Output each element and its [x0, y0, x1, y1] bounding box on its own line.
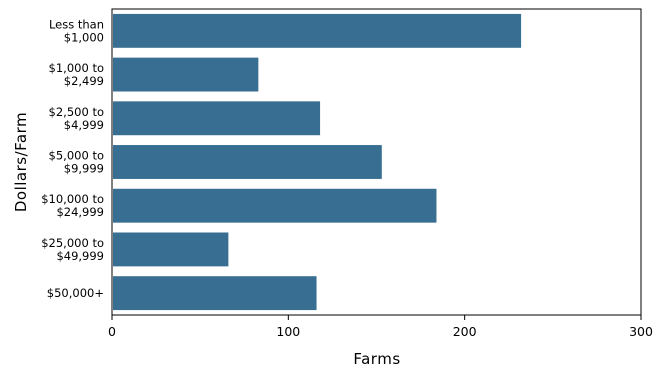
bar-6: [113, 276, 317, 311]
bar-4: [113, 188, 437, 223]
bar-5: [113, 232, 229, 267]
y-category-label-line: $2,499: [64, 74, 104, 88]
y-category-label-5: $25,000 to $49,999: [41, 236, 104, 263]
y-category-label-0: Less than $1,000: [49, 17, 104, 44]
y-category-label-3: $5,000 to $9,999: [49, 149, 104, 176]
y-category-label-line: $50,000+: [47, 286, 104, 300]
y-category-label-2: $2,500 to $4,999: [49, 105, 104, 132]
y-category-label-6: $50,000+: [47, 286, 104, 300]
y-category-label-line: $1,000: [64, 30, 104, 44]
y-category-label-line: $9,999: [64, 162, 104, 176]
bars-layer: [113, 13, 522, 311]
x-tick-label-3: 300: [629, 324, 653, 339]
x-tick-label-0: 0: [108, 324, 116, 339]
y-category-label-line: $2,500 to: [49, 105, 104, 119]
y-category-label-line: $10,000 to: [41, 192, 104, 206]
y-category-label-line: $4,999: [64, 118, 104, 132]
x-axis-title: Farms: [353, 350, 400, 368]
y-category-label-line: $25,000 to: [41, 236, 104, 250]
bar-1: [113, 57, 259, 92]
plot-frame: [111, 8, 642, 316]
y-category-label-1: $1,000 to $2,499: [49, 61, 104, 88]
y-category-label-4: $10,000 to $24,999: [41, 192, 104, 219]
y-category-label-line: $1,000 to: [49, 61, 104, 75]
bar-0: [113, 13, 522, 48]
x-axis-ticks: 0 100 200 300: [108, 315, 653, 339]
y-category-labels: Less than $1,000$1,000 to $2,499$2,500 to $…: [41, 17, 104, 300]
y-category-label-line: $49,999: [56, 249, 104, 263]
x-tick-label-2: 200: [453, 324, 477, 339]
bar-2: [113, 101, 321, 136]
y-category-label-line: $5,000 to: [49, 149, 104, 163]
y-category-label-line: Less than: [49, 17, 104, 31]
y-axis-title: Dollars/Farm: [12, 112, 30, 212]
bar-3: [113, 145, 382, 179]
x-tick-label-1: 100: [276, 324, 300, 339]
y-category-label-line: $24,999: [56, 205, 104, 219]
